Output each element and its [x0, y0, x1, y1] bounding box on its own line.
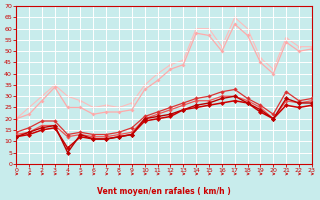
X-axis label: Vent moyen/en rafales ( km/h ): Vent moyen/en rafales ( km/h ): [97, 187, 231, 196]
